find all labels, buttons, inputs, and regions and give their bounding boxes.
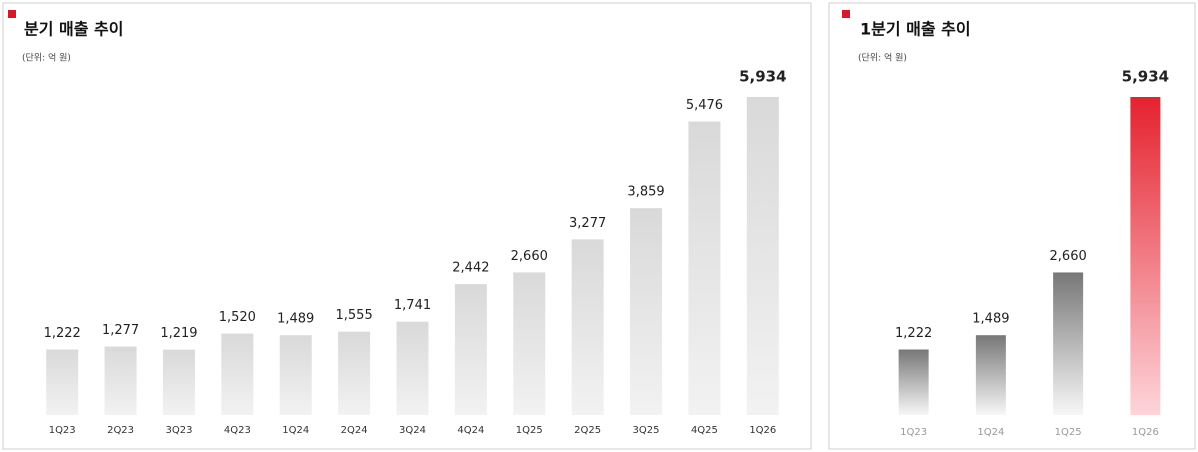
x-tick-label: 2Q23	[107, 425, 134, 436]
bar	[104, 346, 137, 415]
bar	[396, 321, 429, 415]
chart-title: 분기 매출 추이	[24, 20, 123, 39]
data-label: 1,489	[277, 312, 314, 327]
x-tick-label: 4Q24	[457, 425, 484, 436]
data-label: 1,741	[394, 298, 431, 313]
data-label: 2,660	[1050, 249, 1087, 264]
x-tick-label: 1Q26	[749, 425, 776, 436]
x-tick-label: 1Q23	[49, 425, 76, 436]
chart-title: 1분기 매출 추이	[860, 20, 971, 39]
data-label: 1,222	[895, 326, 932, 341]
bar	[513, 272, 546, 415]
data-label: 1,222	[44, 326, 81, 341]
data-label: 1,489	[972, 312, 1009, 327]
bar	[688, 121, 721, 416]
x-tick-label: 1Q24	[977, 427, 1004, 438]
bar	[746, 97, 779, 415]
x-tick-label: 1Q25	[516, 425, 543, 436]
x-tick-label: 1Q25	[1055, 427, 1082, 438]
x-tick-label: 1Q23	[900, 427, 927, 438]
chart-subtitle: (단위: 억 원)	[22, 52, 71, 64]
data-label: 3,859	[627, 185, 664, 200]
bar	[221, 333, 254, 415]
bar	[571, 239, 604, 415]
bar	[898, 349, 929, 415]
bar	[630, 208, 663, 415]
bar	[162, 349, 195, 415]
data-label: 1,555	[336, 308, 373, 323]
bar	[46, 349, 79, 415]
bar	[975, 335, 1006, 415]
data-label: 5,934	[739, 68, 786, 86]
data-label: 5,934	[1122, 68, 1169, 86]
x-tick-label: 3Q23	[165, 425, 192, 436]
bar	[1053, 272, 1084, 415]
bar	[1130, 97, 1161, 415]
x-tick-label: 3Q25	[633, 425, 660, 436]
data-label: 2,442	[452, 261, 489, 276]
x-tick-label: 1Q26	[1132, 427, 1159, 438]
data-label: 2,660	[511, 249, 548, 264]
x-tick-label: 2Q25	[574, 425, 601, 436]
bar	[279, 335, 312, 415]
marker	[842, 10, 850, 18]
x-tick-label: 4Q25	[691, 425, 718, 436]
x-tick-label: 2Q24	[341, 425, 368, 436]
data-label: 5,476	[686, 98, 723, 113]
data-label: 1,219	[160, 326, 197, 341]
x-tick-label: 4Q23	[224, 425, 251, 436]
data-label: 3,277	[569, 216, 606, 231]
data-label: 1,277	[102, 323, 139, 338]
bar	[454, 284, 487, 415]
bar	[338, 331, 371, 415]
chart-subtitle: (단위: 억 원)	[858, 52, 907, 64]
x-tick-label: 3Q24	[399, 425, 426, 436]
x-tick-label: 1Q24	[282, 425, 309, 436]
marker	[8, 10, 16, 18]
data-label: 1,520	[219, 310, 256, 325]
